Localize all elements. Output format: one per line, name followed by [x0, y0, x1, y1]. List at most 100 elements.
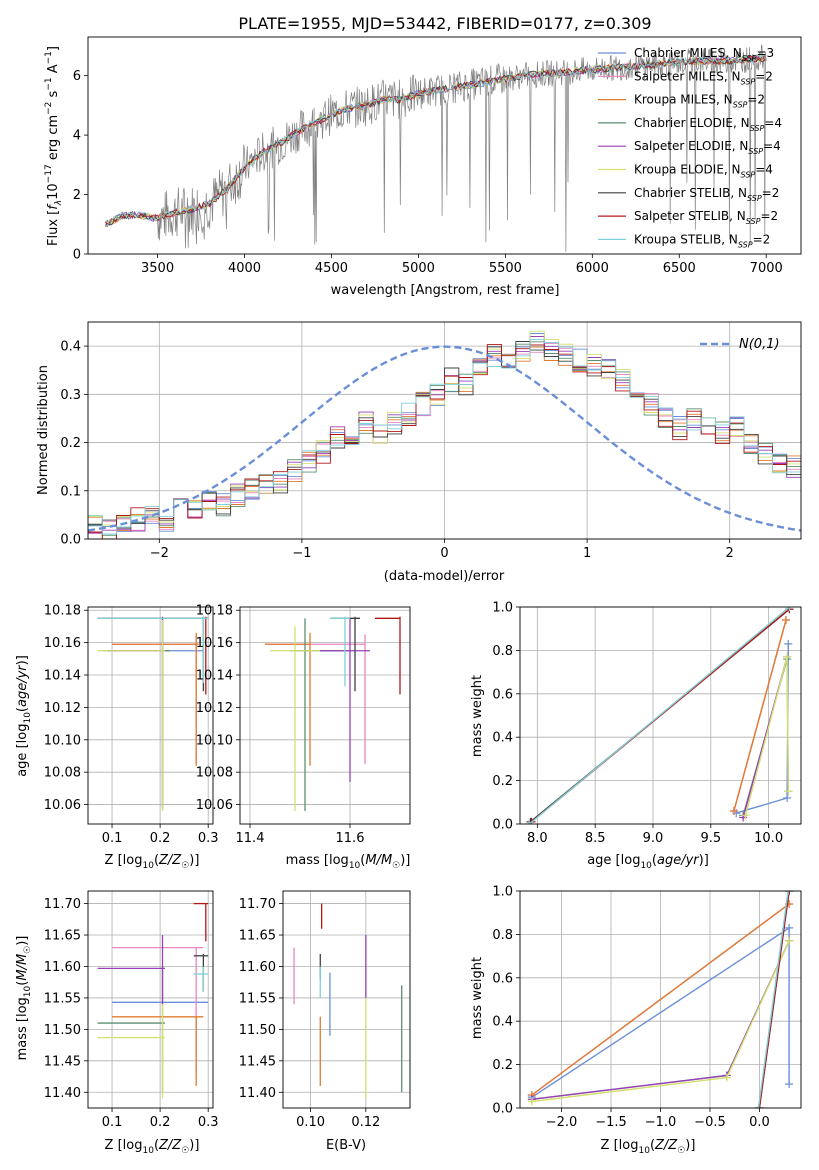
axes-frame — [282, 890, 411, 1109]
agemass-xlabel: mass [log10(M/M☉)] — [286, 853, 411, 871]
y-tick-label: 11.40 — [44, 1086, 81, 1101]
legend-label: N(0,1) — [739, 337, 780, 352]
spectrum-panel: 3500 4000 4500 5000 5500 6000 6500 7000 0 2 4 6 Chab… — [73, 36, 802, 276]
observed-spectrum — [157, 44, 767, 252]
x-tick-label: 0.12 — [351, 1115, 380, 1130]
plot-area — [525, 607, 794, 824]
y-tick-label: 11.50 — [239, 1023, 276, 1038]
mass-weight-line — [531, 903, 790, 1096]
y-tick-label: 11.60 — [44, 960, 81, 975]
point-marker — [525, 820, 534, 824]
y-tick-label: 0.2 — [60, 436, 81, 451]
x-tick-label: 0.10 — [296, 1115, 325, 1130]
point-marker — [785, 936, 794, 945]
y-tick-label: 0 — [73, 248, 81, 263]
mass-weight-vs-metallicity-panel: −2.0 −1.5 −1.0 −0.5 0.0 0.0 0.2 0.4 0.6 0.8 1.0 — [492, 885, 802, 1130]
y-tick-label: 6 — [73, 69, 81, 84]
axes-frame — [87, 36, 802, 255]
massz-ylabel: mass [log10(M/M☉)] — [15, 936, 33, 1061]
point-marker — [783, 652, 792, 661]
y-tick-label: 0.0 — [492, 818, 513, 833]
y-tick-label: 0.6 — [492, 687, 513, 702]
mwz-xlabel: Z [log10(Z/Z☉)] — [601, 1138, 696, 1156]
point-marker — [781, 616, 790, 625]
y-tick-label: 10.08 — [196, 766, 233, 781]
histogram-step — [88, 330, 801, 539]
y-tick-label: 0.0 — [492, 1102, 513, 1117]
x-tick-label: 0.0 — [749, 1115, 770, 1130]
mass-weight-line — [733, 619, 787, 812]
y-tick-label: 0.2 — [492, 1058, 513, 1073]
point-marker — [784, 639, 793, 648]
y-tick-label: 0.8 — [492, 644, 513, 659]
age-vs-mass-panel: 11.4 11.6 10.06 10.08 10.10 10.12 10.14 10.16 10… — [196, 604, 411, 846]
axes-frame — [87, 606, 214, 825]
legend-label: Salpeter ELODIE, NSSP=4 — [634, 139, 781, 156]
mass-weight-line — [757, 891, 789, 1108]
normal-curve — [88, 345, 801, 532]
y-tick-label: 11.55 — [239, 991, 276, 1006]
y-tick-label: 10.10 — [196, 733, 233, 748]
mass-weight-vs-age-panel: 8.0 8.5 9.0 9.5 10.0 0.0 0.2 0.4 0.6 0.8 1.0 — [492, 601, 802, 846]
mwage-xlabel: age [log10(age/yr)] — [587, 853, 709, 871]
x-tick-label: −1.0 — [645, 1115, 677, 1130]
y-tick-label: 11.45 — [239, 1054, 276, 1069]
axes-frame — [239, 606, 411, 825]
point-marker — [784, 891, 793, 895]
ebv-xlabel: E(B-V) — [326, 1138, 366, 1153]
x-tick-label: −0.5 — [694, 1115, 726, 1130]
x-tick-label: 0.2 — [150, 1115, 171, 1130]
plot-area — [265, 616, 401, 812]
x-tick-label: 2 — [726, 546, 734, 561]
x-tick-label: 1 — [583, 546, 591, 561]
y-tick-label: 4 — [73, 129, 81, 144]
mass-vs-metallicity-panel: 0.1 0.2 0.3 11.40 11.45 11.50 11.55 11.60 11.65 1… — [44, 890, 219, 1130]
y-tick-label: 2 — [73, 188, 81, 203]
spectrum-xlabel: wavelength [Angstrom, rest frame] — [331, 283, 560, 298]
y-tick-label: 10.14 — [44, 669, 81, 684]
spectrum-ylabel: Flux [fλ10−17 erg cm−2 s−1 A−1] — [44, 46, 64, 246]
point-marker — [785, 1080, 794, 1089]
mass-weight-line — [744, 656, 789, 816]
legend-label: Kroupa MILES, NSSP=2 — [634, 93, 765, 110]
agez-ylabel: age [log10(age/yr)] — [15, 655, 33, 777]
axes-frame — [519, 606, 802, 825]
legend-label: Salpeter MILES, NSSP=2 — [634, 69, 773, 86]
y-tick-label: 10.06 — [196, 798, 233, 813]
plot-area — [97, 616, 209, 812]
mass-weight-line — [736, 643, 789, 814]
point-marker — [785, 891, 794, 895]
point-marker — [527, 1097, 536, 1106]
histogram-step — [88, 339, 801, 539]
massz-xlabel: Z [log10(Z/Z☉)] — [105, 1138, 200, 1156]
y-tick-label: 0.2 — [492, 774, 513, 789]
point-marker — [741, 811, 750, 820]
x-tick-label: 6500 — [663, 261, 696, 276]
axes-frame — [87, 890, 214, 1109]
legend-label: Salpeter STELIB, NSSP=2 — [634, 209, 778, 226]
y-tick-label: 11.70 — [239, 897, 276, 912]
point-marker — [754, 1104, 763, 1108]
mwz-ylabel: mass weight — [470, 957, 485, 1039]
plot-area — [97, 902, 209, 1099]
x-tick-label: 8.0 — [527, 831, 548, 846]
legend-label: Chabrier STELIB, NSSP=2 — [634, 186, 779, 203]
y-tick-label: 0.4 — [492, 731, 513, 746]
point-marker — [785, 923, 794, 932]
y-tick-label: 11.55 — [44, 991, 81, 1006]
y-tick-label: 10.16 — [44, 636, 81, 651]
x-tick-label: 0 — [440, 546, 448, 561]
y-tick-label: 10.12 — [196, 701, 233, 716]
y-tick-label: 10.06 — [44, 798, 81, 813]
y-tick-label: 1.0 — [492, 601, 513, 616]
hist-xlabel: (data-model)/error — [384, 569, 505, 584]
mass-vs-ebv-panel: 0.10 0.12 11.40 11.45 11.50 11.55 11.60 11.65 11… — [239, 890, 411, 1130]
point-marker — [729, 806, 738, 815]
mass-weight-line — [528, 607, 790, 824]
x-tick-label: 5000 — [402, 261, 435, 276]
hist-ylabel: Normed distribution — [36, 365, 51, 495]
x-tick-label: −2.0 — [546, 1115, 578, 1130]
x-tick-label: 7000 — [750, 261, 783, 276]
x-tick-label: 0.1 — [102, 1115, 123, 1130]
